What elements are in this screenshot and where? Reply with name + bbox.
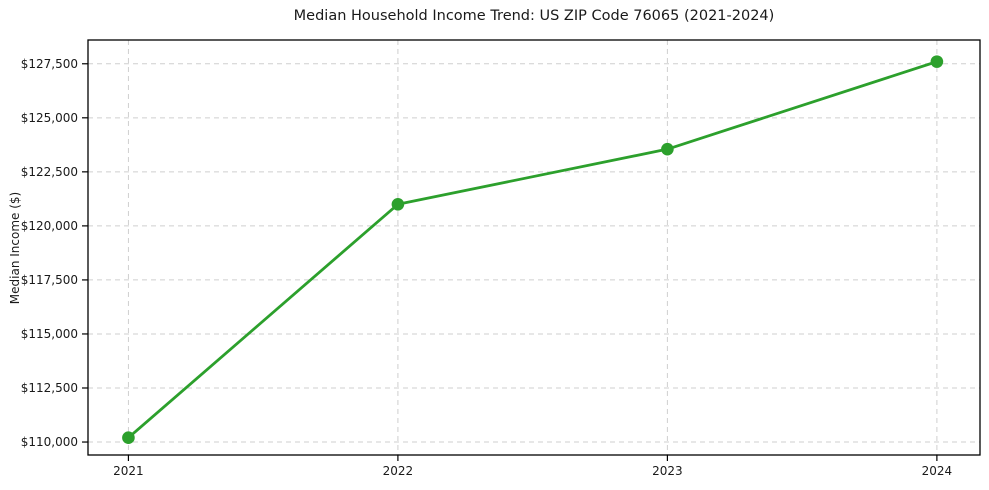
chart-title: Median Household Income Trend: US ZIP Co… [293,8,775,24]
x-tick-label: 2023 [652,464,683,478]
y-tick-label: $127,500 [21,57,78,71]
income-trend-line [127,60,939,440]
data-point-marker [122,431,135,445]
x-tick-label: 2022 [383,464,414,478]
y-tick-label: $112,500 [21,381,78,395]
x-tick-label: 2021 [113,464,144,478]
plot-spines [87,39,981,456]
y-tick-label: $110,000 [21,435,78,449]
data-point-marker [391,197,405,211]
y-axis-label: Median Income ($) [8,191,22,305]
data-point-marker [930,55,944,68]
x-tick-label: 2024 [922,464,953,478]
y-tick-label: $115,000 [21,327,78,341]
y-tick-label: $120,000 [21,219,78,233]
y-tick-label: $117,500 [21,273,78,287]
data-point-marker [661,142,674,156]
y-tick-label: $125,000 [21,111,78,125]
y-tick-label: $122,500 [21,165,78,179]
